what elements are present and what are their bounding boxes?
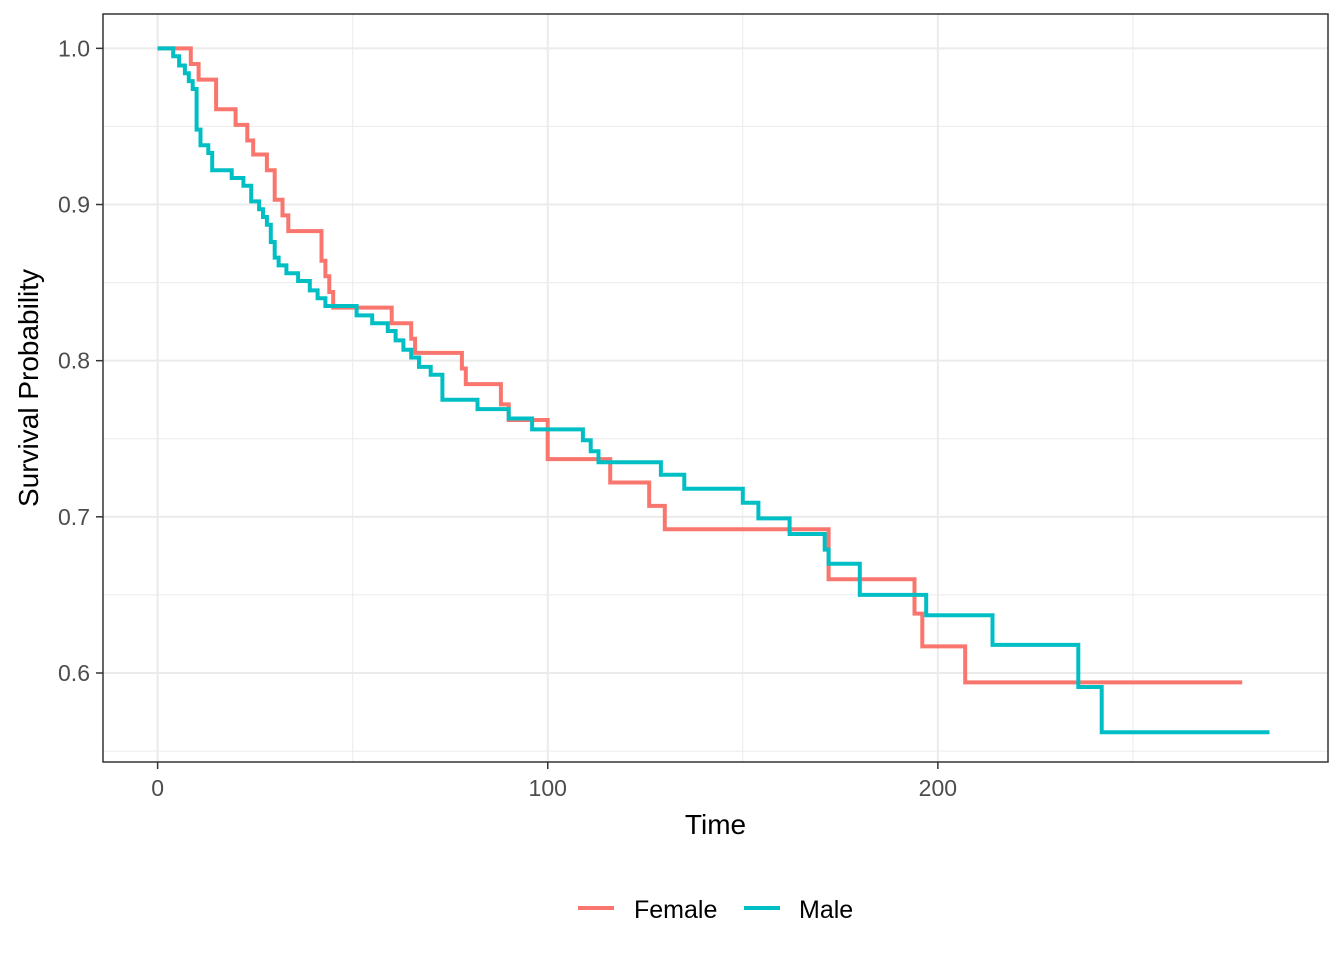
y-tick-label: 0.6: [58, 660, 90, 686]
y-tick-label: 0.9: [58, 192, 90, 218]
legend-label-female: Female: [634, 896, 717, 924]
y-tick-label: 0.8: [58, 348, 90, 374]
x-tick-label: 0: [151, 775, 164, 801]
x-axis-title: Time: [685, 809, 746, 840]
panel-border: [102, 13, 1329, 763]
legend: Female Male: [578, 896, 853, 924]
series-line-female: [157, 46, 1243, 685]
y-tick-label: 1.0: [58, 35, 90, 61]
x-tick-label: 100: [529, 775, 567, 801]
series-line-male: [157, 46, 1270, 735]
x-tick-label: 200: [919, 775, 957, 801]
grid-lines: [103, 14, 1328, 762]
series-lines: [157, 46, 1270, 735]
legend-label-male: Male: [799, 896, 853, 924]
axes: 0 100 200 0.6 0.7 0.8 0.9 1.0: [58, 35, 957, 801]
y-axis-title: Survival Probability: [13, 269, 44, 507]
y-tick-label: 0.7: [58, 504, 90, 530]
